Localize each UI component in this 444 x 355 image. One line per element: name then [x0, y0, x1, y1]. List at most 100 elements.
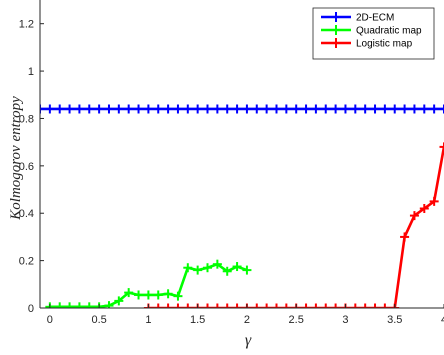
data-point-2d-ecm [74, 104, 84, 114]
data-point-logistic-map [271, 303, 281, 308]
data-point-logistic-map [232, 303, 242, 308]
data-point-logistic-map [281, 303, 291, 308]
data-point-2d-ecm [55, 104, 65, 114]
legend-item-2d-ecm: 2D-ECM [321, 12, 394, 24]
data-point-quadratic-map [104, 301, 114, 308]
x-tick-label: 2.5 [289, 314, 304, 326]
data-point-logistic-map [439, 142, 444, 152]
data-point-2d-ecm [271, 104, 281, 114]
data-point-2d-ecm [222, 104, 232, 114]
data-point-2d-ecm [173, 104, 183, 114]
y-tick-label: 0 [28, 303, 34, 315]
data-point-2d-ecm [153, 104, 163, 114]
data-point-logistic-map [409, 211, 419, 221]
data-point-quadratic-map [173, 291, 183, 301]
x-tick-label: 3.5 [387, 314, 402, 326]
data-point-logistic-map [252, 303, 262, 308]
x-tick-label: 1 [145, 314, 151, 326]
data-point-logistic-map [350, 303, 360, 308]
data-point-2d-ecm [360, 104, 370, 114]
data-point-2d-ecm [439, 104, 444, 114]
legend-label-quadratic-map: Quadratic map [356, 26, 422, 37]
data-point-logistic-map [370, 303, 380, 308]
data-point-2d-ecm [104, 104, 114, 114]
data-point-2d-ecm [203, 104, 213, 114]
data-point-2d-ecm [409, 104, 419, 114]
data-point-logistic-map [222, 303, 232, 308]
data-point-quadratic-map [114, 296, 124, 306]
data-point-quadratic-map [212, 259, 222, 269]
data-point-2d-ecm [419, 104, 429, 114]
data-point-quadratic-map [242, 265, 252, 275]
data-point-quadratic-map [74, 302, 84, 308]
data-point-2d-ecm [281, 104, 291, 114]
data-point-quadratic-map [65, 302, 75, 308]
legend-label-logistic-map: Logistic map [356, 39, 413, 50]
x-tick-label: 4 [441, 314, 444, 326]
data-point-2d-ecm [183, 104, 193, 114]
y-tick-label: 0.2 [19, 256, 34, 268]
y-tick-label: 1 [28, 66, 34, 78]
data-point-logistic-map [301, 303, 311, 308]
data-point-2d-ecm [311, 104, 321, 114]
data-point-quadratic-map [222, 266, 232, 276]
data-point-2d-ecm [429, 104, 439, 114]
data-point-logistic-map [321, 303, 331, 308]
data-point-logistic-map [173, 303, 183, 308]
data-point-2d-ecm [45, 104, 55, 114]
data-point-2d-ecm [331, 104, 341, 114]
data-point-2d-ecm [301, 104, 311, 114]
data-point-logistic-map [183, 303, 193, 308]
data-point-logistic-map [360, 303, 370, 308]
x-tick-label: 3 [342, 314, 348, 326]
legend-item-logistic-map: Logistic map [321, 38, 413, 50]
data-point-logistic-map [153, 303, 163, 308]
data-point-2d-ecm [242, 104, 252, 114]
data-point-2d-ecm [262, 104, 272, 114]
data-point-2d-ecm [400, 104, 410, 114]
data-point-2d-ecm [65, 104, 75, 114]
data-point-2d-ecm [193, 104, 203, 114]
x-tick-label: 1.5 [190, 314, 205, 326]
data-point-2d-ecm [390, 104, 400, 114]
data-point-quadratic-map [203, 263, 213, 273]
data-point-2d-ecm [163, 104, 173, 114]
data-point-2d-ecm [370, 104, 380, 114]
axes-layer: 0 0.5 1 1.5 2 2.5 3 3.5 4 0 0.2 0.4 0.6 0.8 1 1.2 [19, 0, 444, 326]
data-point-quadratic-map [55, 302, 65, 308]
data-point-logistic-map [262, 303, 272, 308]
legend: 2D-ECM Quadratic map Logistic map [312, 7, 435, 60]
data-point-logistic-map [331, 303, 341, 308]
data-point-logistic-map [400, 232, 410, 242]
data-point-logistic-map [212, 303, 222, 308]
data-point-logistic-map [380, 303, 390, 308]
data-point-2d-ecm [212, 104, 222, 114]
y-tick-label: 1.2 [19, 19, 34, 31]
y-axis-label: Kolmogorov entropy [8, 96, 24, 221]
data-point-quadratic-map [232, 262, 242, 272]
data-point-2d-ecm [40, 104, 45, 114]
data-point-2d-ecm [321, 104, 331, 114]
x-tick-label: 2 [244, 314, 250, 326]
data-point-quadratic-map [193, 265, 203, 275]
data-point-logistic-map [203, 303, 213, 308]
data-point-2d-ecm [84, 104, 94, 114]
data-point-logistic-map [311, 303, 321, 308]
data-point-quadratic-map [124, 288, 134, 298]
data-point-2d-ecm [134, 104, 144, 114]
data-point-logistic-map [163, 303, 173, 308]
legend-label-2d-ecm: 2D-ECM [356, 13, 394, 24]
x-tick-label: 0.5 [91, 314, 106, 326]
data-point-2d-ecm [252, 104, 262, 114]
data-point-logistic-map [429, 196, 439, 206]
data-point-quadratic-map [163, 289, 173, 299]
y-tick-label: 0.6 [19, 161, 34, 173]
data-point-quadratic-map [183, 263, 193, 273]
data-point-2d-ecm [124, 104, 134, 114]
data-point-2d-ecm [143, 104, 153, 114]
series-layer [40, 104, 444, 308]
data-point-quadratic-map [134, 290, 144, 300]
x-axis-label: γ [245, 332, 252, 349]
